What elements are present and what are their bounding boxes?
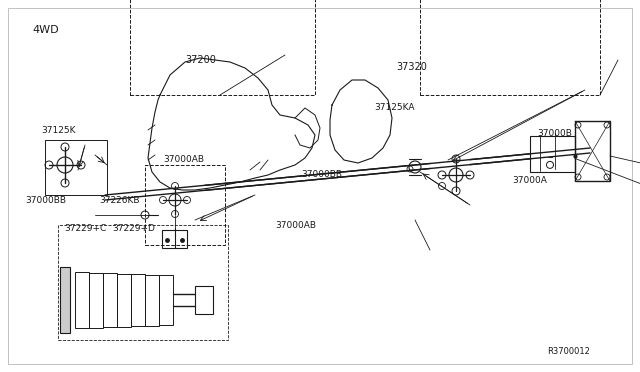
Text: R3700012: R3700012 [547, 347, 590, 356]
Text: 37229+C: 37229+C [64, 224, 106, 233]
Text: 37000B: 37000B [538, 129, 572, 138]
Text: 37125K: 37125K [42, 126, 76, 135]
Bar [60, 267, 70, 333]
Bar [145, 275, 159, 326]
Bar [89, 273, 103, 327]
Text: 37125KA: 37125KA [374, 103, 415, 112]
Bar [420, 0, 600, 95]
Text: 37320: 37320 [397, 62, 428, 72]
Text: 4WD: 4WD [32, 25, 59, 35]
Text: 37000BB: 37000BB [26, 196, 67, 205]
Bar [75, 272, 89, 328]
Bar [45, 140, 107, 195]
Text: 37000AB: 37000AB [163, 155, 204, 164]
Bar [103, 273, 117, 327]
Text: 37200: 37200 [186, 55, 216, 64]
Text: 37000AB: 37000AB [275, 221, 316, 230]
Bar [195, 286, 213, 314]
Bar [575, 121, 610, 181]
Bar [145, 165, 225, 245]
Bar [58, 225, 228, 340]
Bar [130, 0, 315, 95]
Text: 37226KB: 37226KB [99, 196, 140, 205]
Bar [131, 274, 145, 326]
Bar [159, 275, 173, 325]
Text: 37229+D: 37229+D [112, 224, 155, 233]
Text: 37000BB: 37000BB [301, 170, 342, 179]
Text: 37000A: 37000A [512, 176, 547, 185]
Bar [530, 136, 575, 172]
Bar [117, 273, 131, 327]
Bar [162, 230, 187, 248]
